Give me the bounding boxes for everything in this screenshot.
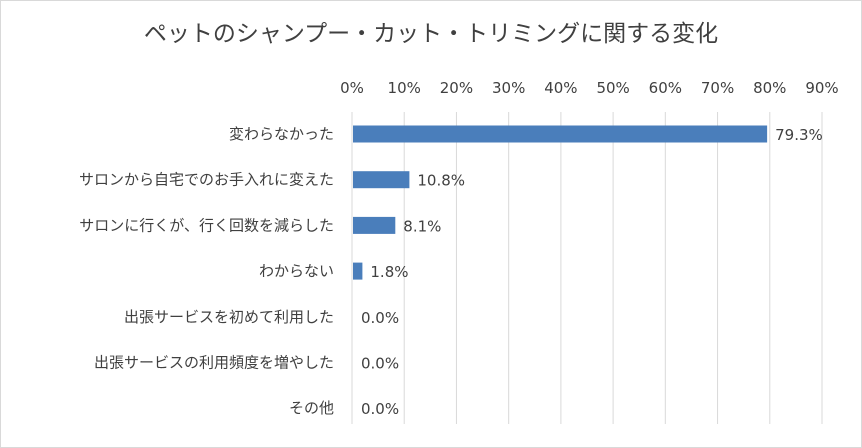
- x-tick-label: 20%: [440, 79, 473, 97]
- category-label: 変わらなかった: [229, 125, 334, 143]
- data-label: 79.3%: [775, 126, 823, 144]
- category-label: その他: [289, 399, 334, 417]
- chart-title: ペットのシャンプー・カット・トリミングに関する変化: [143, 21, 719, 47]
- bar: [353, 262, 363, 280]
- category-label: 出張サービスを初めて利用した: [124, 308, 334, 326]
- x-tick-label: 70%: [701, 79, 734, 97]
- data-label: 0.0%: [361, 309, 399, 327]
- x-tick-label: 90%: [805, 79, 838, 97]
- bar: [353, 216, 396, 234]
- x-tick-label: 0%: [340, 79, 364, 97]
- bar: [353, 125, 768, 143]
- gridlines: [403, 112, 823, 424]
- x-tick-label: 60%: [649, 79, 682, 97]
- data-labels: 79.3% 10.8% 8.1% 1.8% 0.0% 0.0% 0.0%: [361, 126, 823, 418]
- category-label: サロンから自宅でのお手入れに変えた: [79, 171, 334, 189]
- category-label: 出張サービスの利用頻度を増やした: [94, 354, 334, 372]
- data-label: 0.0%: [361, 400, 399, 418]
- x-tick-label: 50%: [596, 79, 629, 97]
- x-tick-label: 40%: [544, 79, 577, 97]
- data-label: 0.0%: [361, 355, 399, 373]
- x-tick-label: 30%: [492, 79, 525, 97]
- data-label: 8.1%: [403, 217, 441, 235]
- data-label: 1.8%: [370, 263, 408, 281]
- x-axis-ticks: 0% 10% 20% 30% 40% 50% 60% 70% 80% 90%: [340, 79, 839, 97]
- data-label: 10.8%: [417, 172, 465, 190]
- category-label: サロンに行くが、行く回数を減らした: [79, 216, 334, 234]
- category-labels: 変わらなかったサロンから自宅でのお手入れに変えたサロンに行くが、行く回数を減らし…: [79, 125, 334, 417]
- x-tick-label: 80%: [753, 79, 786, 97]
- bar: [353, 171, 410, 189]
- category-label: わからない: [259, 262, 334, 280]
- x-tick-label: 10%: [388, 79, 421, 97]
- bars: [353, 125, 768, 280]
